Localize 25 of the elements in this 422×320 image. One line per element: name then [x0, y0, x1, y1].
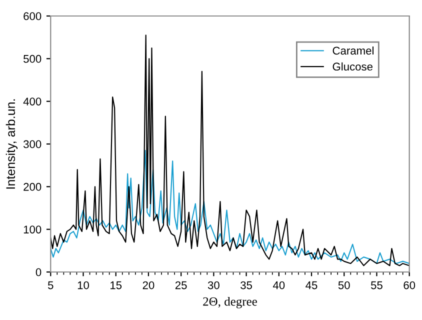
y-tick-label: 0 — [36, 268, 42, 276]
x-tick-label: 10 — [78, 281, 89, 290]
line-series — [50, 150, 410, 264]
legend-label: Glucose — [332, 62, 373, 71]
x-tick-label: 50 — [338, 281, 350, 290]
y-axis-title: Intensity, arb.un. — [6, 99, 18, 189]
x-tick-label: 30 — [208, 281, 220, 290]
y-tick-label: 600 — [24, 12, 42, 20]
y-tick-label: 300 — [24, 140, 42, 148]
x-tick-label: 40 — [272, 281, 285, 290]
x-tick-label: 55 — [370, 281, 382, 290]
x-axis-title: 2Θ, degree — [203, 296, 257, 308]
x-tick-label: 20 — [142, 281, 154, 290]
y-tick-label: 100 — [24, 226, 42, 234]
x-tick-label: 45 — [306, 281, 318, 290]
y-tick-label: 400 — [23, 98, 42, 106]
x-tick-label: 60 — [404, 281, 416, 290]
legend-label: Caramel — [332, 46, 374, 55]
y-tick-label: 200 — [24, 182, 42, 191]
x-tick-label: 15 — [110, 281, 122, 290]
x-tick-label: 25 — [175, 281, 187, 290]
x-tick-label: 35 — [240, 281, 252, 290]
y-tick-label: 500 — [24, 54, 42, 63]
x-tick-label: 5 — [48, 281, 54, 290]
line-series — [50, 34, 410, 266]
